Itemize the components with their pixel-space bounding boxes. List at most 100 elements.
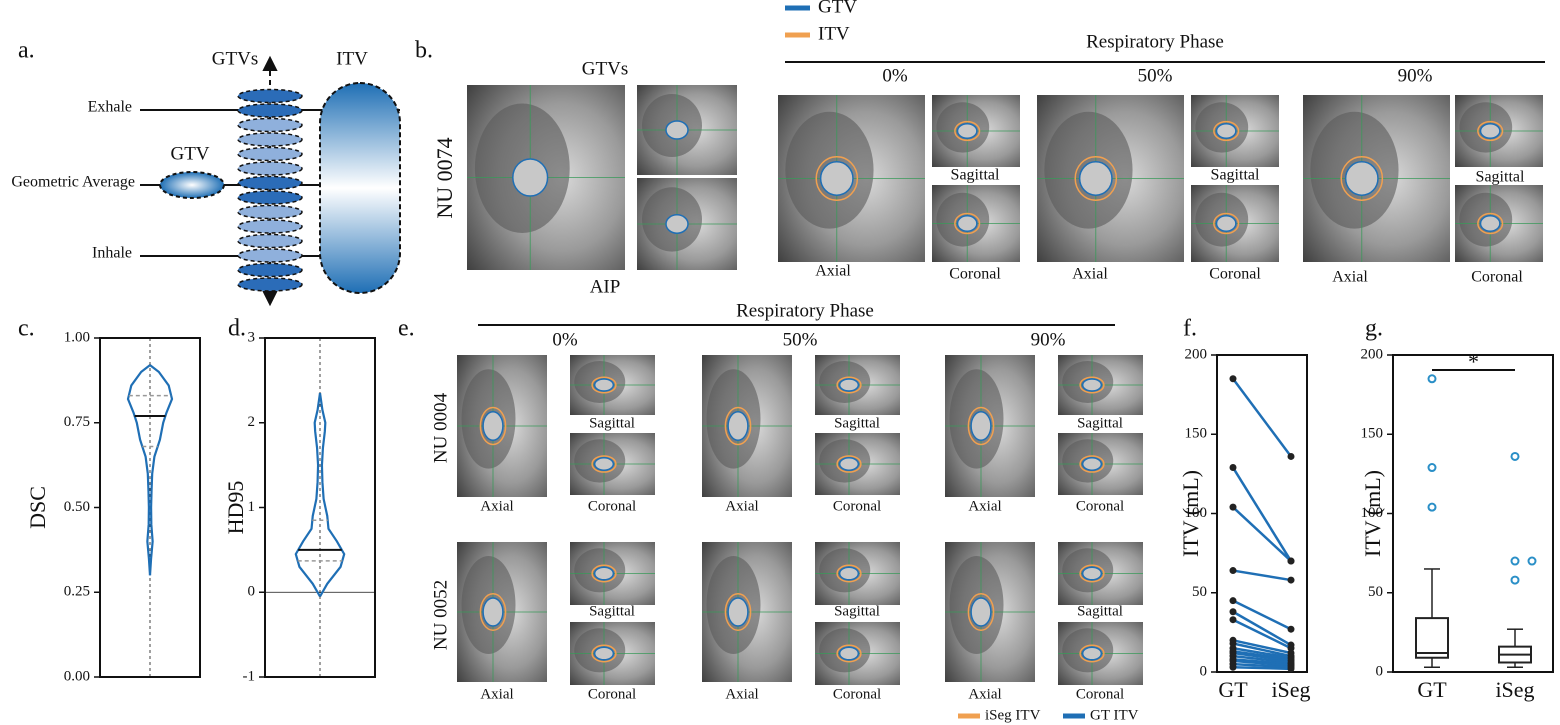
pair-line: [1232, 651, 1292, 663]
pair-line: [1231, 466, 1293, 562]
outlier: [1527, 556, 1537, 566]
contour: [967, 406, 995, 446]
legend-label: ITV: [818, 23, 850, 44]
contour: [838, 646, 860, 661]
y-tick-label: 100: [1185, 505, 1208, 521]
x-tick-label: GT: [1417, 677, 1447, 702]
pair-line: [1232, 658, 1292, 666]
contour: [482, 411, 504, 441]
contour: [836, 644, 862, 663]
y-tick-label: 0: [1376, 663, 1384, 679]
contour: [1081, 457, 1103, 471]
contour: [970, 597, 992, 627]
y-tick-label: 2: [248, 414, 256, 430]
y-axis-label: ITV (mL): [1178, 470, 1203, 557]
contour: [1215, 123, 1237, 139]
pair-line: [1232, 569, 1292, 582]
gtv-ellipse: [237, 262, 303, 278]
contour: [954, 120, 981, 142]
y-axis-label: ITV (mL): [1360, 470, 1385, 557]
point: [1287, 452, 1295, 460]
contour: [836, 376, 862, 394]
phase: 0%: [882, 65, 908, 86]
gtv-ellipse: [237, 190, 303, 205]
case-label: NU 0074: [432, 137, 457, 218]
contour: [1081, 378, 1103, 392]
significance-label: *: [1468, 349, 1479, 374]
contour: [1078, 161, 1113, 196]
gtv-ellipse: [237, 248, 303, 263]
gtv-ellipse: [237, 175, 303, 191]
gtv-stack: [237, 88, 303, 292]
view-label: Coronal: [1209, 266, 1261, 283]
point: [1287, 557, 1295, 565]
view-label: Sagittal: [1211, 167, 1260, 184]
pair-line: [1231, 378, 1293, 458]
contour: [1213, 120, 1240, 142]
y-tick-label: 150: [1185, 426, 1208, 442]
contour: [593, 378, 615, 392]
view-label: Sagittal: [951, 167, 1000, 184]
contour: [512, 158, 549, 197]
phase: 90%: [1031, 329, 1066, 350]
level-label: Exhale: [88, 99, 132, 116]
header: Respiratory Phase: [736, 300, 874, 321]
gtv-ellipse: [237, 161, 303, 176]
y-tick-label: 50: [1368, 584, 1383, 600]
contour: [665, 120, 689, 140]
contour: [1344, 161, 1379, 196]
case-label: NU 0052: [430, 580, 451, 650]
outlier: [1510, 556, 1520, 566]
contour: [665, 214, 689, 234]
phase: 0%: [552, 329, 578, 350]
legend-label: GT ITV: [1090, 707, 1139, 723]
level-label: Geometric Average: [11, 174, 135, 191]
contour: [970, 411, 992, 441]
y-tick-label: 0.75: [64, 414, 90, 430]
view-label: Axial: [725, 686, 758, 702]
gtv-ellipse: [237, 204, 303, 220]
point: [1229, 663, 1237, 671]
view-label: Axial: [968, 498, 1001, 514]
pair-line: [1232, 642, 1292, 658]
pair-line: [1232, 662, 1292, 669]
x-tick-label: GT: [1218, 677, 1248, 702]
contour: [1340, 156, 1384, 201]
contour: [819, 161, 854, 196]
gtv-ellipse: [237, 146, 303, 162]
view-label: Sagittal: [1077, 603, 1123, 619]
outlier: [1427, 374, 1437, 384]
violin-outline: [318, 392, 346, 598]
y-tick-label: 200: [1185, 346, 1208, 362]
contour: [956, 123, 978, 139]
pair-line: [1232, 659, 1292, 667]
contour: [1079, 644, 1105, 663]
contour: [836, 564, 862, 583]
phase: 90%: [1398, 65, 1433, 86]
gtv-ellipse: [237, 88, 303, 104]
contour: [836, 455, 862, 473]
point: [1229, 567, 1237, 575]
pair-line: [1232, 618, 1292, 650]
gtv-ellipse: [237, 132, 303, 147]
contour: [1081, 646, 1103, 661]
view-label: Sagittal: [589, 415, 635, 431]
pair-line: [1232, 646, 1292, 659]
outlier: [1510, 575, 1520, 585]
view-label: Axial: [725, 498, 758, 514]
y-tick-label: 0.25: [64, 584, 90, 600]
panel-label: f.: [1183, 316, 1197, 342]
y-tick-label: -1: [243, 668, 256, 684]
phase: 50%: [1138, 65, 1173, 86]
contour: [1479, 123, 1501, 139]
view-label: Sagittal: [834, 415, 880, 431]
view-label: Sagittal: [834, 603, 880, 619]
panel-label: b.: [415, 38, 433, 64]
case-label: NU 0004: [430, 392, 451, 463]
contour: [593, 566, 615, 581]
label: GTVs: [212, 48, 258, 69]
contour: [479, 406, 507, 446]
point: [1229, 597, 1237, 605]
gtv-ellipse: [237, 277, 303, 292]
